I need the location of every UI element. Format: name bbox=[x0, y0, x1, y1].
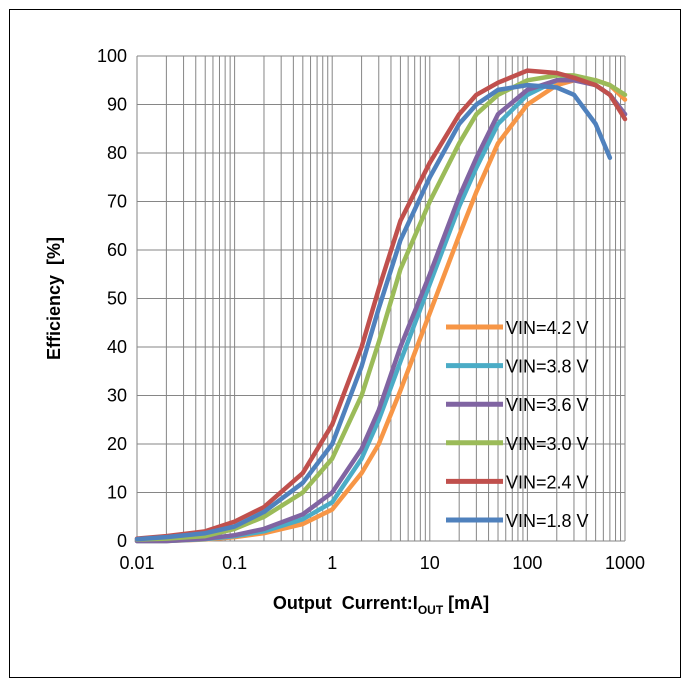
x-tick-label: 1000 bbox=[605, 553, 645, 573]
y-tick-label: 10 bbox=[107, 483, 127, 503]
series-line bbox=[134, 78, 628, 544]
legend-label: VIN=3.8 V bbox=[506, 357, 589, 377]
x-tick-label: 10 bbox=[420, 553, 440, 573]
y-tick-label: 60 bbox=[107, 240, 127, 260]
grid bbox=[136, 55, 626, 542]
chart-frame: 0.01 0.1 1 10 100 1000 0 10 20 30 40 50 60 70 80 90 100… bbox=[9, 9, 681, 678]
x-tick-labels: 0.01 0.1 1 10 100 1000 bbox=[119, 553, 645, 573]
legend-label: VIN=3.0 V bbox=[506, 434, 589, 454]
x-tick-label: 1 bbox=[327, 553, 337, 573]
y-tick-label: 0 bbox=[117, 531, 127, 551]
x-tick-label: 0.01 bbox=[119, 553, 154, 573]
legend: VIN=4.2 V VIN=3.8 V VIN=3.6 V VIN=3.0 V VIN=… bbox=[446, 318, 589, 531]
y-tick-label: 80 bbox=[107, 143, 127, 163]
series-line bbox=[134, 68, 628, 541]
x-tick-label: 0.1 bbox=[222, 553, 247, 573]
efficiency-chart: 0.01 0.1 1 10 100 1000 0 10 20 30 40 50 60 70 80 90 100… bbox=[44, 46, 645, 617]
series-lines bbox=[134, 68, 628, 544]
legend-label: VIN=2.4 V bbox=[506, 472, 589, 492]
y-tick-label: 40 bbox=[107, 337, 127, 357]
x-axis-title: Output Current:IOUT [mA] bbox=[273, 593, 489, 617]
y-tick-label: 90 bbox=[107, 95, 127, 115]
series-line bbox=[134, 82, 613, 542]
y-tick-label: 70 bbox=[107, 192, 127, 212]
legend-label: VIN=1.8 V bbox=[506, 511, 589, 531]
y-tick-label: 100 bbox=[97, 46, 127, 66]
y-tick-label: 20 bbox=[107, 434, 127, 454]
legend-label: VIN=4.2 V bbox=[506, 318, 589, 338]
legend-label: VIN=3.6 V bbox=[506, 395, 589, 415]
y-tick-label: 50 bbox=[107, 289, 127, 309]
y-axis-title: Efficiency [%] bbox=[44, 237, 64, 360]
y-tick-label: 30 bbox=[107, 386, 127, 406]
x-tick-label: 100 bbox=[512, 553, 542, 573]
y-tick-labels: 0 10 20 30 40 50 60 70 80 90 100 bbox=[97, 46, 127, 551]
